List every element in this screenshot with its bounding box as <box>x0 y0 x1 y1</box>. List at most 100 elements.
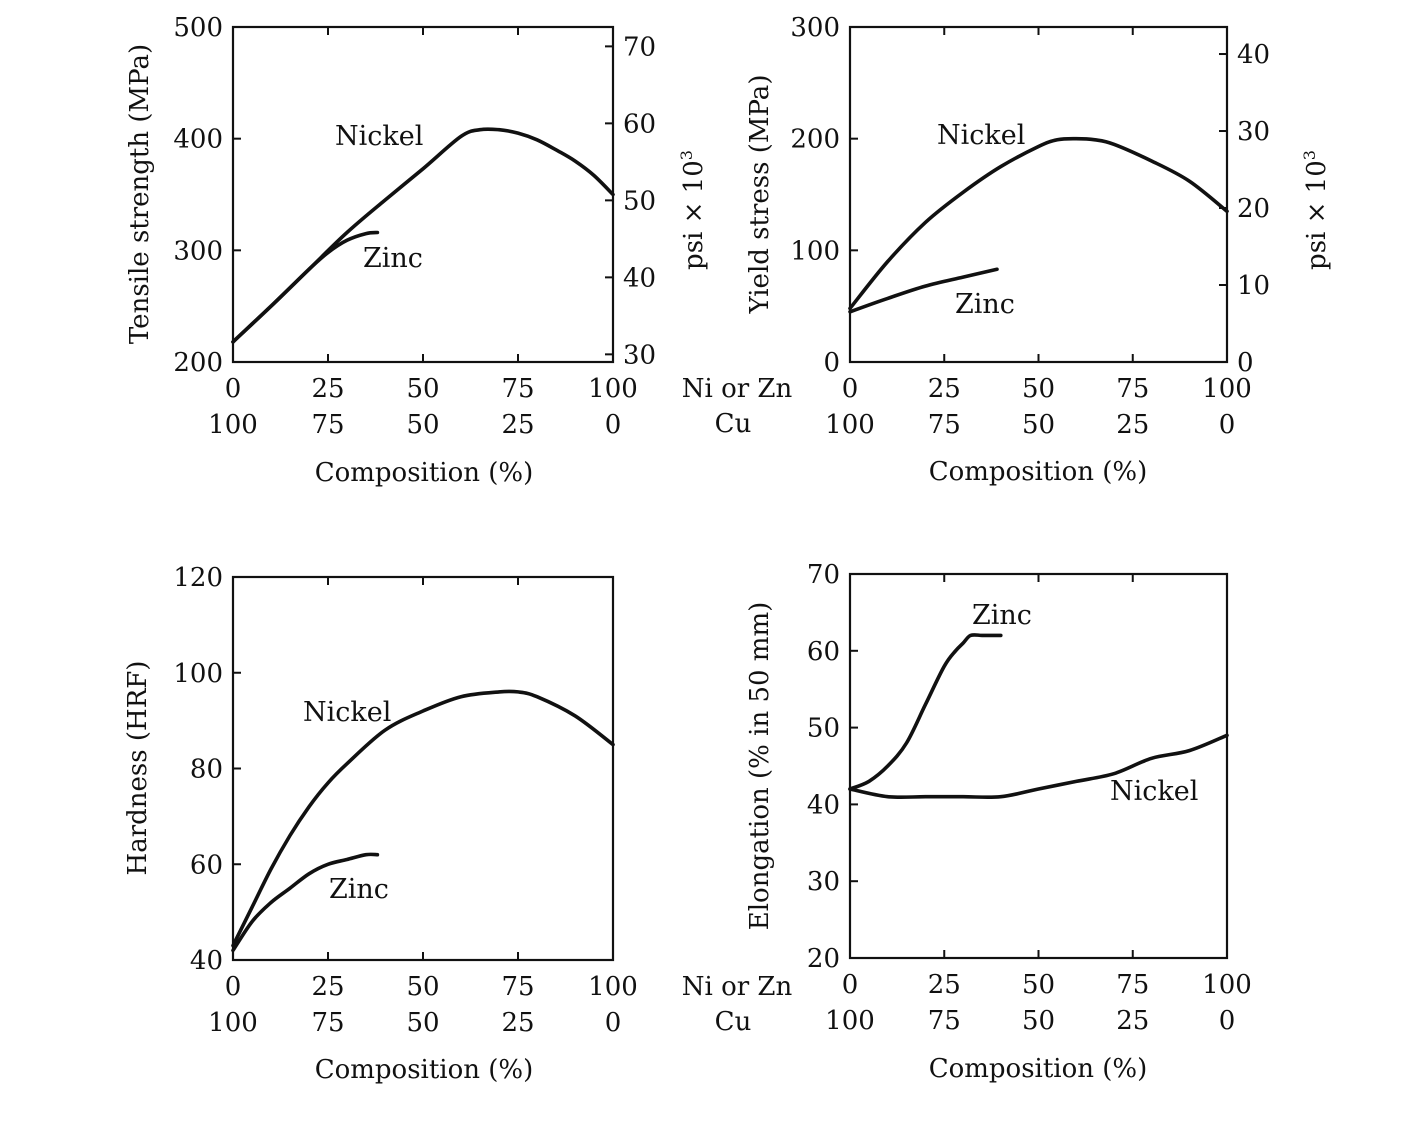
x-tick-label-cu: 25 <box>1116 1006 1149 1036</box>
x-axis-title: Composition (%) <box>315 1055 534 1085</box>
y-axis-title: Yield stress (MPa) <box>745 75 775 315</box>
y-tick-label: 0 <box>823 348 840 378</box>
series-label-zinc: Zinc <box>363 243 423 274</box>
series-line-zinc <box>231 852 380 953</box>
composition-row-label-cu: Cu <box>715 409 752 439</box>
series-line-nickel <box>231 127 615 344</box>
y-tick-label: 40 <box>807 790 840 820</box>
series-label-zinc: Zinc <box>955 289 1015 320</box>
y-tick-label: 20 <box>807 944 840 974</box>
x-tick-label-ni-zn: 25 <box>311 374 344 404</box>
tensile-strength-panel: 200 300 400 500 30 40 50 60 70 0 100 25 75 50 50 75 25 10… <box>125 13 709 488</box>
series-line-zinc <box>848 633 1003 791</box>
right-axis-title: psi × 103 <box>677 150 709 270</box>
right-tick-label: 50 <box>623 186 656 216</box>
x-tick-label-ni-zn: 50 <box>1022 970 1055 1000</box>
composition-row-label-cu: Cu <box>715 1007 752 1037</box>
x-tick-label-ni-zn: 25 <box>928 374 961 404</box>
series-label-zinc: Zinc <box>972 600 1032 631</box>
y-tick-label: 100 <box>790 236 840 266</box>
y-axis-title: Tensile strength (MPa) <box>125 44 155 344</box>
x-tick-label-cu: 100 <box>208 410 258 440</box>
series-line-nickel <box>848 136 1229 311</box>
x-tick-label-cu: 75 <box>928 410 961 440</box>
series-label-nickel: Nickel <box>1110 776 1198 807</box>
x-tick-label-cu: 25 <box>501 1008 534 1038</box>
right-tick-label: 30 <box>623 340 656 370</box>
x-tick-label-cu: 75 <box>311 1008 344 1038</box>
x-tick-label-ni-zn: 25 <box>928 970 961 1000</box>
y-tick-label: 60 <box>807 637 840 667</box>
x-tick-label-cu: 0 <box>605 1008 622 1038</box>
x-tick-label-cu: 75 <box>928 1006 961 1036</box>
x-tick-label-cu: 75 <box>311 410 344 440</box>
series-label-nickel: Nickel <box>335 121 423 152</box>
y-axis-title: Hardness (HRF) <box>123 661 153 876</box>
x-tick-label-ni-zn: 100 <box>588 972 638 1002</box>
right-tick-label: 40 <box>623 263 656 293</box>
x-tick-label-cu: 50 <box>1022 410 1055 440</box>
x-tick-label-ni-zn: 100 <box>1202 970 1252 1000</box>
y-tick-label: 200 <box>173 348 223 378</box>
x-tick-label-cu: 50 <box>406 410 439 440</box>
x-tick-label-cu: 0 <box>605 410 622 440</box>
x-tick-label-ni-zn: 75 <box>501 374 534 404</box>
x-tick-label-ni-zn: 0 <box>225 374 242 404</box>
plot-frame <box>848 572 1229 960</box>
x-tick-label-ni-zn: 50 <box>406 374 439 404</box>
x-tick-label-ni-zn: 0 <box>225 972 242 1002</box>
x-axis-title: Composition (%) <box>929 1054 1148 1084</box>
plot-frame <box>231 575 615 962</box>
y-tick-label: 50 <box>807 714 840 744</box>
y-tick-label: 300 <box>790 13 840 43</box>
x-tick-label-cu: 100 <box>208 1008 258 1038</box>
x-tick-label-ni-zn: 0 <box>842 970 859 1000</box>
x-tick-label-cu: 0 <box>1219 1006 1236 1036</box>
x-tick-label-ni-zn: 0 <box>842 374 859 404</box>
right-axis-title: psi × 103 <box>1300 150 1332 270</box>
right-tick-label: 0 <box>1237 348 1254 378</box>
right-tick-label: 60 <box>623 109 656 139</box>
x-tick-label-cu: 25 <box>501 410 534 440</box>
right-tick-label: 20 <box>1237 194 1270 224</box>
plot-frame <box>848 25 1229 364</box>
y-tick-label: 80 <box>190 755 223 785</box>
yield-stress-panel: 010020030001020304001002575505075251000 … <box>745 13 1332 487</box>
series-label-zinc: Zinc <box>329 874 389 905</box>
x-tick-label-ni-zn: 100 <box>588 374 638 404</box>
y-tick-label: 40 <box>190 946 223 976</box>
hardness-panel: 40 60 80 100 120 0 100 25 75 50 50 75 25 100 0 Hardnes… <box>123 563 638 1085</box>
y-tick-label: 400 <box>173 125 223 155</box>
y-tick-label: 500 <box>173 13 223 43</box>
elongation-panel: 20 30 40 50 60 70 0 100 25 75 50 50 75 25 100 0 Elongat… <box>745 560 1252 1084</box>
y-tick-label: 70 <box>807 560 840 590</box>
series-label-nickel: Nickel <box>937 120 1025 151</box>
x-tick-label-cu: 50 <box>1022 1006 1055 1036</box>
x-tick-label-ni-zn: 100 <box>1202 374 1252 404</box>
x-tick-label-ni-zn: 75 <box>1116 970 1149 1000</box>
y-tick-label: 100 <box>173 659 223 689</box>
y-tick-label: 60 <box>190 850 223 880</box>
x-tick-label-cu: 100 <box>825 410 875 440</box>
x-tick-label-ni-zn: 75 <box>501 972 534 1002</box>
x-tick-label-cu: 50 <box>406 1008 439 1038</box>
right-tick-label: 30 <box>1237 117 1270 147</box>
x-tick-label-ni-zn: 25 <box>311 972 344 1002</box>
x-tick-label-ni-zn: 50 <box>1022 374 1055 404</box>
x-tick-label-ni-zn: 50 <box>406 972 439 1002</box>
series-label-nickel: Nickel <box>303 697 391 728</box>
plot-frame <box>231 25 615 364</box>
x-tick-label-cu: 25 <box>1116 410 1149 440</box>
series-line-zinc <box>848 267 999 314</box>
y-tick-label: 30 <box>807 867 840 897</box>
x-axis-title: Composition (%) <box>929 457 1148 487</box>
x-tick-label-cu: 100 <box>825 1006 875 1036</box>
series-line-nickel <box>848 733 1229 800</box>
composition-row-label-ni-zn: Ni or Zn <box>682 374 793 404</box>
y-tick-label: 300 <box>173 236 223 266</box>
x-tick-label-cu: 0 <box>1219 410 1236 440</box>
y-tick-label: 120 <box>173 563 223 593</box>
y-tick-label: 200 <box>790 125 840 155</box>
composition-row-label-ni-zn: Ni or Zn <box>682 972 793 1002</box>
